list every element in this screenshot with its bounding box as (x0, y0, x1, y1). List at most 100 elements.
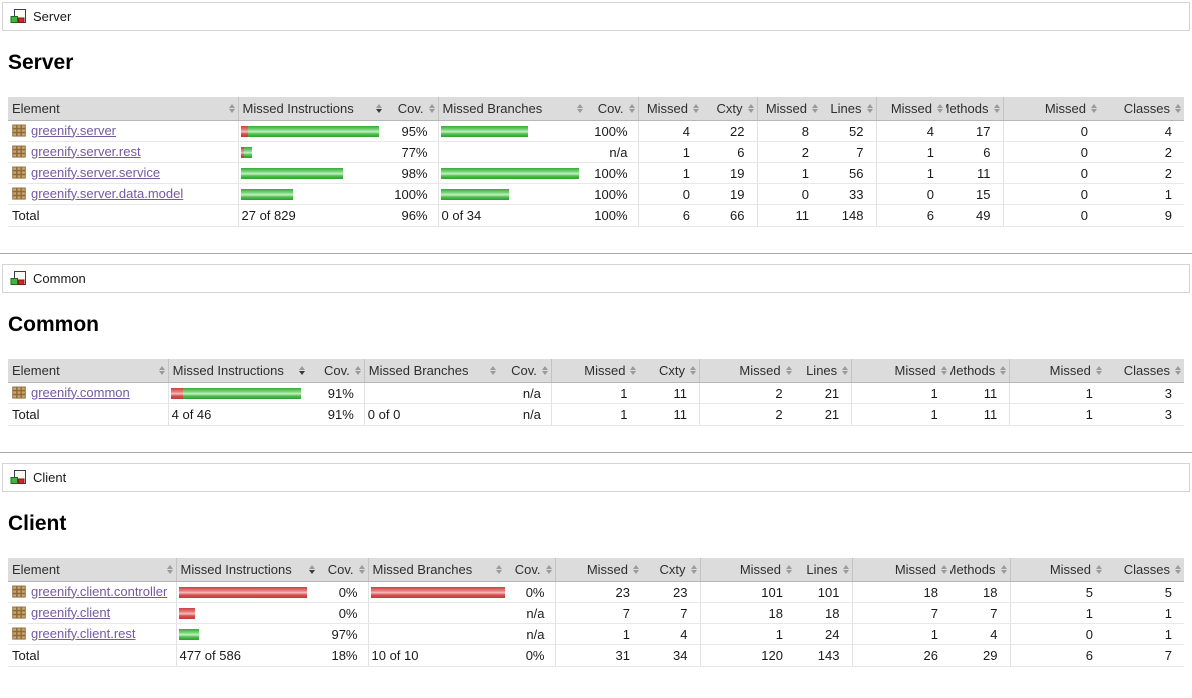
instructions-bar-cell (237, 141, 385, 163)
metric-cell: 19 (702, 183, 757, 205)
col-header-cov--4[interactable]: Cov. (505, 558, 555, 582)
package-link[interactable]: greenify.server.service (31, 164, 161, 180)
metric-cell: 1 (851, 382, 950, 404)
sort-arrows-icon (309, 565, 315, 574)
metric-cell: 23 (554, 581, 642, 603)
total-metric-cell: 3 (1104, 403, 1184, 426)
header-label: Lines (806, 562, 838, 577)
metric-cell: 4 (1100, 120, 1184, 142)
col-header-cov--2[interactable]: Cov. (308, 359, 365, 383)
col-header-cxty-6[interactable]: Cxty (642, 558, 700, 582)
total-metric-cell: 1 (550, 403, 640, 426)
col-header-element-0[interactable]: Element (8, 359, 169, 383)
package-link[interactable]: greenify.common (31, 384, 130, 400)
element-cell: greenify.common (8, 382, 169, 404)
col-header-methods-10[interactable]: Methods (946, 97, 1003, 121)
col-header-missed-9[interactable]: Missed (851, 359, 950, 383)
col-header-element-0[interactable]: Element (8, 558, 176, 582)
sort-up-arrow (937, 104, 943, 108)
total-metric-cell: 11 (949, 403, 1010, 426)
col-header-classes-12[interactable]: Classes (1105, 558, 1184, 582)
col-header-cxty-6[interactable]: Cxty (639, 359, 700, 383)
package-link[interactable]: greenify.client.controller (31, 583, 168, 599)
element-cell: greenify.client (8, 602, 176, 624)
header-label: Cov. (511, 363, 537, 378)
metric-cell: 1 (1009, 382, 1105, 404)
col-header-missed-instructions-1[interactable]: Missed Instructions (237, 97, 385, 121)
metric-cell: 1 (554, 623, 642, 645)
col-header-missed-instructions-1[interactable]: Missed Instructions (175, 558, 318, 582)
col-header-missed-7[interactable]: Missed (699, 359, 795, 383)
metric-cell: 4 (875, 120, 946, 142)
col-header-missed-5[interactable]: Missed (637, 97, 702, 121)
col-header-missed-9[interactable]: Missed (875, 97, 946, 121)
col-header-missed-11[interactable]: Missed (1002, 97, 1100, 121)
sort-arrows-icon (376, 104, 382, 113)
header-label: Missed (584, 363, 626, 378)
missed-bar-segment (170, 387, 183, 399)
col-header-methods-10[interactable]: Methods (950, 558, 1010, 582)
metric-cell: 1 (875, 162, 946, 184)
metric-cell: 1 (1105, 623, 1184, 645)
col-header-cov--4[interactable]: Cov. (499, 359, 552, 383)
sort-down-arrow (1000, 570, 1007, 574)
col-header-lines-8[interactable]: Lines (794, 359, 852, 383)
sort-down-arrow (1000, 371, 1007, 375)
sort-arrows-icon (541, 366, 548, 375)
col-header-cov--4[interactable]: Cov. (586, 97, 638, 121)
header-label: Missed (765, 101, 807, 116)
coverage-group-icon (10, 470, 27, 485)
package-link[interactable]: greenify.server.data.model (31, 185, 184, 201)
col-header-missed-5[interactable]: Missed (554, 558, 642, 582)
col-header-missed-7[interactable]: Missed (699, 558, 795, 582)
sort-down-arrow (309, 570, 315, 574)
col-header-missed-branches-3[interactable]: Missed Branches (367, 558, 505, 582)
sort-up-arrow (496, 565, 502, 569)
col-header-classes-12[interactable]: Classes (1104, 359, 1184, 383)
header-content: Cxty (644, 562, 698, 577)
col-header-element-0[interactable]: Element (8, 97, 238, 121)
metric-cell: 5 (1009, 581, 1105, 603)
col-header-cov--2[interactable]: Cov. (318, 558, 368, 582)
header-label: Cov. (327, 562, 354, 577)
package-link[interactable]: greenify.client.rest (31, 625, 136, 641)
total-instructions-cell: 4 of 46 (167, 403, 309, 426)
sort-down-arrow (1175, 371, 1181, 375)
col-header-missed-branches-3[interactable]: Missed Branches (363, 359, 500, 383)
metric-cell: 1 (550, 382, 640, 404)
col-header-classes-12[interactable]: Classes (1100, 97, 1184, 121)
header-label: Missed Instructions (180, 562, 292, 577)
package-icon (12, 166, 26, 182)
col-header-missed-9[interactable]: Missed (851, 558, 950, 582)
col-header-cxty-6[interactable]: Cxty (702, 97, 757, 121)
total-instructions-coverage-cell: 91% (308, 403, 365, 426)
package-link[interactable]: greenify.server (31, 122, 117, 138)
package-link[interactable]: greenify.server.rest (31, 143, 141, 159)
branches-bar (440, 125, 587, 137)
metric-cell: 7 (642, 602, 700, 624)
col-header-missed-branches-3[interactable]: Missed Branches (437, 97, 586, 121)
metric-cell: 101 (699, 581, 795, 603)
branches-coverage-cell: 100% (586, 120, 638, 142)
col-header-lines-8[interactable]: Lines (821, 97, 876, 121)
header-content: Cov. (588, 101, 636, 116)
col-header-cov--2[interactable]: Cov. (385, 97, 438, 121)
col-header-missed-7[interactable]: Missed (756, 97, 821, 121)
metric-cell: 0 (875, 183, 946, 205)
col-header-methods-10[interactable]: Methods (949, 359, 1010, 383)
breadcrumb: Common (2, 264, 1190, 293)
header-label: Element (12, 562, 60, 577)
metric-cell: 11 (946, 162, 1003, 184)
col-header-missed-instructions-1[interactable]: Missed Instructions (167, 359, 309, 383)
coverage-group-icon (10, 9, 27, 24)
sort-up-arrow (354, 366, 361, 370)
package-link[interactable]: greenify.client (31, 604, 111, 620)
col-header-missed-11[interactable]: Missed (1009, 558, 1105, 582)
col-header-missed-11[interactable]: Missed (1009, 359, 1105, 383)
header-content: Classes (1102, 101, 1182, 116)
metric-cell: 7 (851, 602, 950, 624)
sort-up-arrow (690, 565, 697, 569)
col-header-missed-5[interactable]: Missed (550, 359, 640, 383)
header-label: Methods (949, 363, 996, 378)
col-header-lines-8[interactable]: Lines (795, 558, 852, 582)
